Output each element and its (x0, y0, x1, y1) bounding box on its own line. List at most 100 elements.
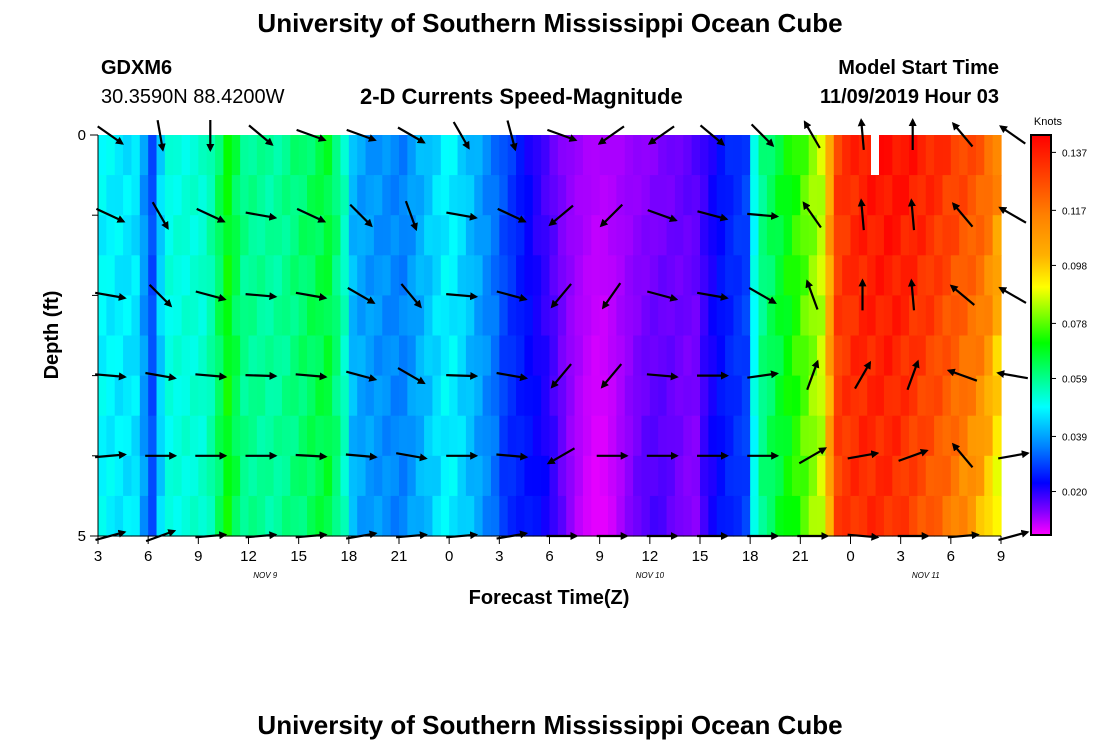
heatmap-cell (164, 295, 174, 337)
heatmap-cell (892, 335, 902, 377)
heatmap-cell (649, 135, 659, 176)
heatmap-cell (574, 135, 584, 176)
current-arrow (747, 370, 779, 379)
heatmap-cell (641, 495, 651, 537)
heatmap-cell (415, 295, 425, 337)
heatmap-cell (231, 455, 241, 497)
heatmap-cell (407, 215, 417, 256)
heatmap-cell (198, 455, 208, 497)
heatmap-cell (449, 335, 459, 377)
heatmap-cell (407, 335, 417, 377)
heatmap-cell (164, 175, 174, 216)
heatmap-cell (139, 335, 149, 377)
current-arrow (296, 207, 327, 223)
heatmap-cell (98, 495, 107, 537)
heatmap-cell (599, 335, 609, 377)
heatmap-cell (256, 415, 266, 457)
heatmap-cell (424, 375, 434, 417)
heatmap-cell (465, 255, 475, 296)
current-arrow (998, 529, 1030, 541)
heatmap-cell (415, 495, 425, 537)
heatmap-cell (741, 295, 751, 337)
heatmap-cell (959, 335, 969, 377)
heatmap-cell (148, 415, 158, 457)
heatmap-cell (817, 375, 827, 417)
heatmap-cell (666, 495, 676, 537)
heatmap-cell (758, 415, 768, 457)
heatmap-cell (223, 175, 233, 216)
current-arrow (597, 125, 625, 145)
colorbar-fill (1030, 134, 1052, 536)
heatmap-cell (298, 135, 308, 176)
heatmap-cell (240, 335, 250, 377)
heatmap-cell (733, 135, 743, 176)
heatmap-cell (215, 455, 225, 497)
heatmap-cell (582, 375, 592, 417)
heatmap-cell (189, 175, 199, 216)
current-arrow (803, 120, 821, 149)
heatmap-cell (541, 335, 551, 377)
heatmap-cell (582, 215, 592, 256)
heatmap-cell (206, 135, 216, 176)
heatmap-cell (281, 175, 291, 216)
heatmap-cell (800, 495, 810, 537)
heatmap-cell (114, 335, 124, 377)
heatmap-cell (465, 135, 475, 176)
heatmap-cell (507, 335, 517, 377)
heatmap-cell (984, 255, 994, 296)
heatmap-cell (892, 255, 902, 296)
heatmap-cell (582, 455, 592, 497)
heatmap-cell (741, 455, 751, 497)
heatmap-cell (633, 255, 643, 296)
heatmap-cell (992, 215, 1002, 256)
colorbar-tick-label: 0.078 (1062, 319, 1087, 330)
heatmap-cell (566, 215, 576, 256)
colorbar-tick-label: 0.020 (1062, 488, 1087, 499)
heatmap-cell (883, 215, 893, 256)
heatmap-cell (758, 295, 768, 337)
heatmap-cell (858, 375, 868, 417)
heatmap-cell (432, 375, 442, 417)
heatmap-cell (624, 415, 634, 457)
heatmap-cell (156, 455, 166, 497)
heatmap-cell (181, 135, 191, 176)
heatmap-cell (700, 415, 709, 457)
heatmap-cell (273, 175, 283, 216)
heatmap-cell (482, 375, 492, 417)
heatmap-cell (123, 295, 133, 337)
heatmap-cell (549, 495, 559, 537)
heatmap-cell (223, 415, 233, 457)
heatmap-cell (909, 415, 918, 457)
current-arrow (854, 360, 871, 390)
current-arrow (95, 451, 127, 460)
heatmap-cell (373, 135, 383, 176)
heatmap-cell (582, 415, 592, 457)
heatmap-cell (198, 495, 208, 537)
heatmap-cell (524, 255, 534, 296)
heatmap-cell (281, 495, 291, 537)
heatmap-cell (223, 295, 233, 337)
heatmap-cell (507, 295, 517, 337)
colorbar-units: Knots (1034, 116, 1063, 128)
heatmap-cell (934, 135, 944, 176)
heatmap-cell (967, 295, 977, 337)
heatmap-cell (950, 495, 960, 537)
heatmap-cell (641, 295, 651, 337)
heatmap-cell (499, 255, 509, 296)
heatmap-cell (148, 335, 158, 377)
heatmap-cell (256, 215, 266, 256)
heatmap-cell (708, 375, 718, 417)
heatmap-cell (658, 415, 668, 457)
heatmap-cell (357, 375, 367, 417)
heatmap-cell (114, 375, 124, 417)
heatmap-cell (424, 335, 434, 377)
heatmap-cell (599, 175, 609, 216)
heatmap-cell (490, 495, 500, 537)
heatmap-cell (959, 415, 969, 457)
speed-heatmap (98, 135, 1002, 537)
heatmap-cell (842, 295, 852, 337)
heatmap-cell (532, 295, 542, 337)
heatmap-cell (256, 455, 266, 497)
heatmap-cell (566, 415, 576, 457)
heatmap-cell (541, 375, 551, 417)
